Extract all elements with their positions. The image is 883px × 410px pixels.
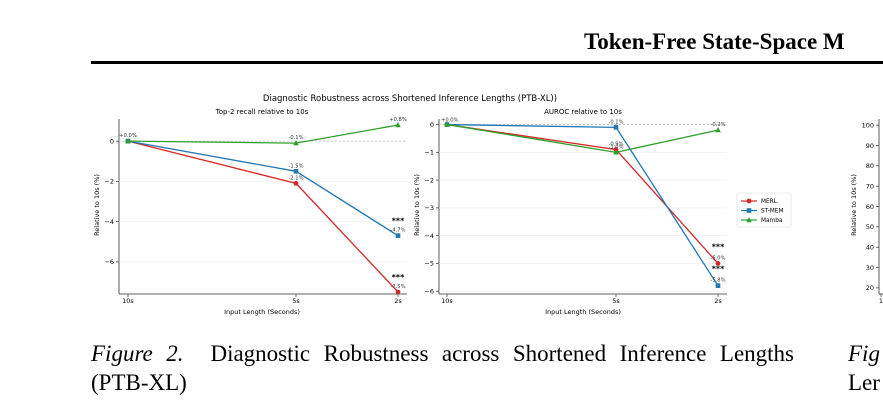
x-tick-label: 5s bbox=[292, 297, 300, 305]
point-st-mem bbox=[395, 233, 401, 238]
point-merl bbox=[395, 289, 401, 295]
legend-marker bbox=[746, 208, 752, 213]
y-tick-label: 40 bbox=[866, 243, 874, 251]
series-line-merl bbox=[127, 140, 399, 293]
series-line-st-mem bbox=[446, 123, 719, 287]
data-label: -0.1% bbox=[288, 135, 303, 141]
significance-marker: *** bbox=[392, 217, 405, 226]
y-tick-label: −3 bbox=[424, 204, 434, 212]
y-tick-label: −5 bbox=[424, 260, 434, 268]
chart-partial-right: 100 90 80 70 60 50 40 30 20 1 Relative to 10s (%… bbox=[850, 119, 883, 305]
header-rule bbox=[91, 61, 883, 64]
point-st-mem bbox=[613, 125, 619, 130]
point-mamba bbox=[395, 122, 401, 128]
y-tick-label: 100 bbox=[862, 121, 874, 129]
running-header: Token-Free State-Space M bbox=[584, 29, 845, 54]
legend-label: MERL bbox=[761, 199, 778, 205]
series-line-mamba bbox=[127, 124, 399, 144]
y-tick-label: −6 bbox=[104, 258, 114, 266]
point-mamba bbox=[293, 140, 299, 146]
significance-marker: *** bbox=[392, 273, 405, 282]
chart-title: Top-2 recall relative to 10s bbox=[215, 108, 309, 116]
y-tick-label: 0 bbox=[110, 137, 114, 145]
legend-marker bbox=[746, 217, 752, 223]
data-label: -0.2% bbox=[710, 122, 725, 128]
point-mamba bbox=[444, 121, 450, 127]
x-axis-label: Input Length (Seconds) bbox=[224, 308, 300, 316]
y-tick-label: 0 bbox=[430, 121, 434, 129]
legend-marker bbox=[746, 198, 752, 204]
figure-caption: Figure 2. Diagnostic Robustness across S… bbox=[91, 339, 794, 397]
figure-caption-partial: Fig Ler bbox=[848, 339, 880, 397]
point-st-mem bbox=[715, 283, 721, 288]
x-tick-label: 2s bbox=[394, 297, 402, 305]
y-tick-label: −1 bbox=[424, 149, 434, 157]
point-mamba bbox=[125, 138, 131, 144]
data-label: -0.9% bbox=[608, 142, 623, 148]
series-line-merl bbox=[446, 123, 719, 264]
chart-title: AUROC relative to 10s bbox=[544, 108, 622, 116]
data-label: -1.5% bbox=[288, 163, 303, 169]
x-tick-label: 1 bbox=[879, 297, 883, 305]
legend-label: Mamba bbox=[761, 218, 783, 224]
y-axis-label: Relative to 10s (%) bbox=[413, 174, 421, 236]
data-label: -2.1% bbox=[288, 175, 303, 181]
caption-label: Figure 2. bbox=[91, 341, 184, 366]
x-tick-label: 10s bbox=[122, 297, 134, 305]
x-axis-label: Input Length (Seconds) bbox=[545, 308, 621, 316]
chart-top2-recall: Top-2 recall relative to 10s 0 −2 −4 −6 10s… bbox=[93, 108, 407, 316]
y-tick-label: −6 bbox=[424, 288, 434, 296]
y-tick-label: −4 bbox=[424, 232, 434, 240]
legend-label: ST-MEM bbox=[761, 209, 783, 215]
y-tick-label: 60 bbox=[866, 203, 874, 211]
data-label: -5.0% bbox=[710, 255, 725, 261]
y-tick-label: 30 bbox=[866, 264, 874, 272]
y-tick-label: 80 bbox=[866, 162, 874, 170]
data-label: +0.8% bbox=[389, 117, 407, 123]
caption-label-partial: Fig bbox=[848, 341, 880, 366]
y-axis-label: Relative to 10s (%) bbox=[93, 174, 101, 236]
point-st-mem bbox=[293, 168, 299, 174]
data-label: +0.0% bbox=[441, 118, 459, 124]
figure-suptitle: Diagnostic Robustness across Shortened I… bbox=[263, 94, 557, 104]
point-mamba bbox=[613, 149, 619, 155]
y-tick-label: 50 bbox=[866, 223, 874, 231]
x-tick-label: 5s bbox=[612, 297, 620, 305]
y-axis-label: Relative to 10s (%) bbox=[850, 174, 858, 236]
caption-text: Diagnostic Robustness across Shortened I… bbox=[91, 341, 794, 395]
data-label: -4.7% bbox=[390, 228, 405, 234]
y-tick-label: 90 bbox=[866, 142, 874, 150]
chart-auroc: AUROC relative to 10s 0 −1 −2 −3 −4 −5 −6 10s 5… bbox=[413, 108, 727, 316]
y-tick-label: −2 bbox=[104, 178, 114, 186]
data-label: -5.8% bbox=[710, 278, 725, 284]
data-label: -1.0% bbox=[608, 144, 623, 150]
y-tick-label: −4 bbox=[104, 218, 114, 226]
x-tick-label: 10s bbox=[441, 297, 453, 305]
data-label: -7.5% bbox=[390, 284, 405, 290]
legend: MERL ST-MEM Mamba bbox=[736, 192, 792, 228]
y-tick-label: 70 bbox=[866, 182, 874, 190]
x-tick-label: 2s bbox=[714, 297, 722, 305]
series-line-mamba bbox=[446, 123, 719, 153]
data-label: +0.0% bbox=[119, 133, 137, 139]
y-tick-label: 20 bbox=[866, 284, 874, 292]
caption-text-partial: Ler bbox=[848, 370, 880, 395]
point-mamba bbox=[715, 127, 721, 133]
figure-2: Diagnostic Robustness across Shortened I… bbox=[93, 94, 883, 316]
point-merl bbox=[293, 180, 299, 186]
significance-marker: *** bbox=[712, 242, 725, 251]
point-merl bbox=[715, 261, 721, 266]
y-tick-label: −2 bbox=[424, 176, 434, 184]
significance-marker: *** bbox=[712, 265, 725, 274]
data-label: -0.1% bbox=[608, 119, 623, 125]
